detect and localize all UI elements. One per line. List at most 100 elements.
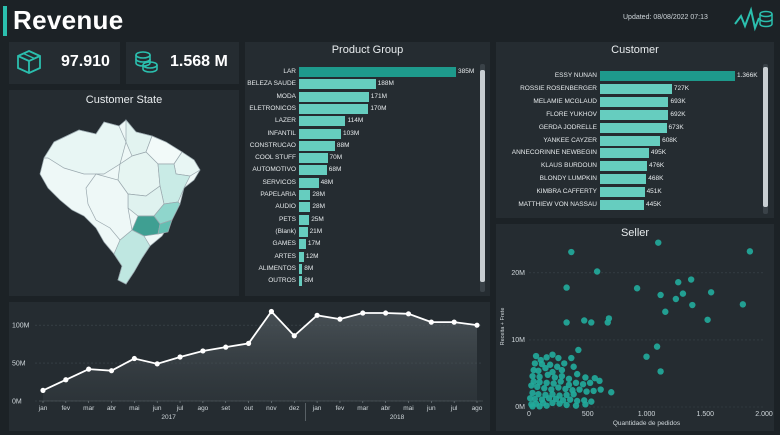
customer-bar-row[interactable]: GERDA JODRELLE 673K xyxy=(496,122,774,133)
product-group-value-label: 28M xyxy=(312,191,326,198)
customer-bar[interactable] xyxy=(600,187,645,198)
customer-scroll-thumb[interactable] xyxy=(763,67,768,207)
customer-bar-row[interactable]: ESSY NUNAN 1.366K xyxy=(496,71,774,81)
customer-bar-row[interactable]: FLORE YUKHOV 692K xyxy=(496,109,774,120)
seller-point xyxy=(572,379,580,387)
state-south-region[interactable] xyxy=(113,229,151,285)
customer-bar[interactable] xyxy=(600,122,667,133)
customer-bar[interactable] xyxy=(600,135,661,146)
timeline-month-label: nov xyxy=(266,405,277,412)
product-group-bar-row[interactable]: ELETRONICOS 170M xyxy=(245,103,490,114)
customer-bar-row[interactable]: MATTHIEW VON NASSAU 445K xyxy=(496,200,774,210)
customer-bar[interactable] xyxy=(600,174,647,185)
product-group-bar-row[interactable]: GAMES 17M xyxy=(245,239,490,250)
seller-scatter-chart[interactable]: 0M 10M 20M 0 500 1.000 1.500 2.000 Quantidade de… xyxy=(496,224,774,431)
customer-bar-row[interactable]: KLAUS BURDOUN 476K xyxy=(496,161,774,172)
product-group-bar-row[interactable]: CONSTRUCAO 88M xyxy=(245,140,490,151)
seller-point xyxy=(562,385,569,393)
product-group-bar-row[interactable]: SERVICOS 48M xyxy=(245,177,490,188)
product-group-bar[interactable] xyxy=(299,165,327,176)
product-group-bar-row[interactable]: OUTROS 8M xyxy=(245,276,490,287)
product-group-bar-row[interactable]: BELEZA SAUDE 188M xyxy=(245,79,490,90)
seller-point xyxy=(535,391,542,398)
product-group-bar[interactable] xyxy=(299,239,306,250)
product-group-bar-row[interactable]: AUTOMOTIVO 68M xyxy=(245,165,490,176)
product-group-bar[interactable] xyxy=(299,116,346,127)
timeline-point xyxy=(40,387,46,393)
product-group-bar-row[interactable]: PAPELARIA 28M xyxy=(245,190,490,200)
seller-point xyxy=(588,398,595,405)
customer-scrollbar[interactable] xyxy=(763,64,768,214)
product-group-bar-row[interactable]: ARTES 12M xyxy=(245,251,490,262)
product-group-bar-row[interactable]: ALIMENTOS 8M xyxy=(245,263,490,274)
timeline-month-label: jan xyxy=(38,405,48,412)
timeline-point xyxy=(405,311,412,317)
seller-point xyxy=(529,389,536,397)
customer-bar[interactable] xyxy=(600,200,644,210)
product-group-bar-row[interactable]: COOL STUFF 70M xyxy=(245,153,490,164)
product-group-bar-row[interactable]: LAZER 114M xyxy=(245,116,490,127)
customer-bar-row[interactable]: MELAMIE MCGLAUD 693K xyxy=(496,96,774,107)
revenue-timeline-chart[interactable]: 0M 50M 100M jan fev mar abr mai jun jul ago set out n… xyxy=(9,302,490,431)
product-group-bar[interactable] xyxy=(299,214,310,225)
product-group-value-label: 21M xyxy=(309,227,323,235)
product-group-bar[interactable] xyxy=(299,202,311,213)
customer-category-label: ESSY NUNAN xyxy=(554,72,597,79)
product-group-bar-row[interactable]: LAR 385M xyxy=(245,67,490,77)
timeline-month-label: jun xyxy=(152,405,162,412)
product-group-bar-row[interactable]: (Blank) 21M xyxy=(245,226,490,237)
timeline-month-label: abr xyxy=(381,405,391,412)
product-group-bar[interactable] xyxy=(299,190,311,200)
seller-y-tick-label: 10M xyxy=(511,337,525,344)
customer-bar[interactable] xyxy=(600,83,672,94)
product-group-bar[interactable] xyxy=(299,67,456,77)
seller-point xyxy=(582,401,589,408)
brazil-map[interactable] xyxy=(34,112,214,292)
customer-bar-row[interactable]: KIMBRA CAFFERTY 451K xyxy=(496,187,774,198)
product-group-bar-row[interactable]: INFANTIL 103M xyxy=(245,128,490,139)
customer-bar[interactable] xyxy=(600,71,735,81)
product-group-scrollbar[interactable] xyxy=(480,64,485,292)
product-group-bar[interactable] xyxy=(299,128,341,139)
product-group-bar-row[interactable]: AUDIO 28M xyxy=(245,202,490,213)
customer-bar[interactable] xyxy=(600,161,648,172)
product-group-scroll-thumb[interactable] xyxy=(480,70,485,282)
kpi-revenue-value: 1.568 M xyxy=(170,53,228,70)
seller-point xyxy=(739,301,747,308)
analytics-logo-icon xyxy=(734,6,773,32)
seller-y-axis-label: Receita + Frete xyxy=(500,308,506,346)
seller-point xyxy=(573,370,581,378)
product-group-category-label: ELETRONICOS xyxy=(249,104,296,112)
customer-bar-row[interactable]: BLONDY LUMPKIN 468K xyxy=(496,174,774,185)
customer-bar-row[interactable]: ANNECORINNE NEWBEGIN 495K xyxy=(496,148,774,159)
seller-point xyxy=(570,363,577,370)
product-group-bar[interactable] xyxy=(299,91,369,102)
state-mato-grosso-do-sul[interactable] xyxy=(85,173,133,241)
customer-category-label: MATTHIEW VON NASSAU xyxy=(518,201,597,208)
product-group-bar[interactable] xyxy=(299,263,303,274)
product-group-bar[interactable] xyxy=(299,276,303,287)
customer-bar[interactable] xyxy=(600,109,669,120)
timeline-point xyxy=(451,319,457,325)
product-group-bar[interactable] xyxy=(299,140,335,151)
product-group-bar[interactable] xyxy=(299,226,308,237)
customer-bar-row[interactable]: ROSSIE ROSENBERGER 727K xyxy=(496,83,774,94)
product-group-bar-row[interactable]: MODA 171M xyxy=(245,91,490,102)
product-group-bar-row[interactable]: PETS 25M xyxy=(245,214,490,225)
seller-point xyxy=(549,368,556,376)
timeline-point xyxy=(474,322,480,328)
seller-point xyxy=(534,383,541,391)
product-group-bar[interactable] xyxy=(299,153,328,164)
product-group-bar[interactable] xyxy=(299,103,369,114)
product-group-bar[interactable] xyxy=(299,177,319,188)
timeline-point xyxy=(223,344,229,350)
product-group-bar[interactable] xyxy=(299,251,304,262)
product-group-value-label: 70M xyxy=(329,154,343,162)
seller-point xyxy=(543,354,550,361)
customer-bar-row[interactable]: YANKEE CAYZER 608K xyxy=(496,135,774,146)
customer-category-label: KIMBRA CAFFERTY xyxy=(536,188,597,196)
state-rio-de-janeiro[interactable] xyxy=(157,219,173,235)
product-group-bar[interactable] xyxy=(299,79,376,90)
customer-bar[interactable] xyxy=(600,96,669,107)
customer-bar[interactable] xyxy=(600,148,649,159)
